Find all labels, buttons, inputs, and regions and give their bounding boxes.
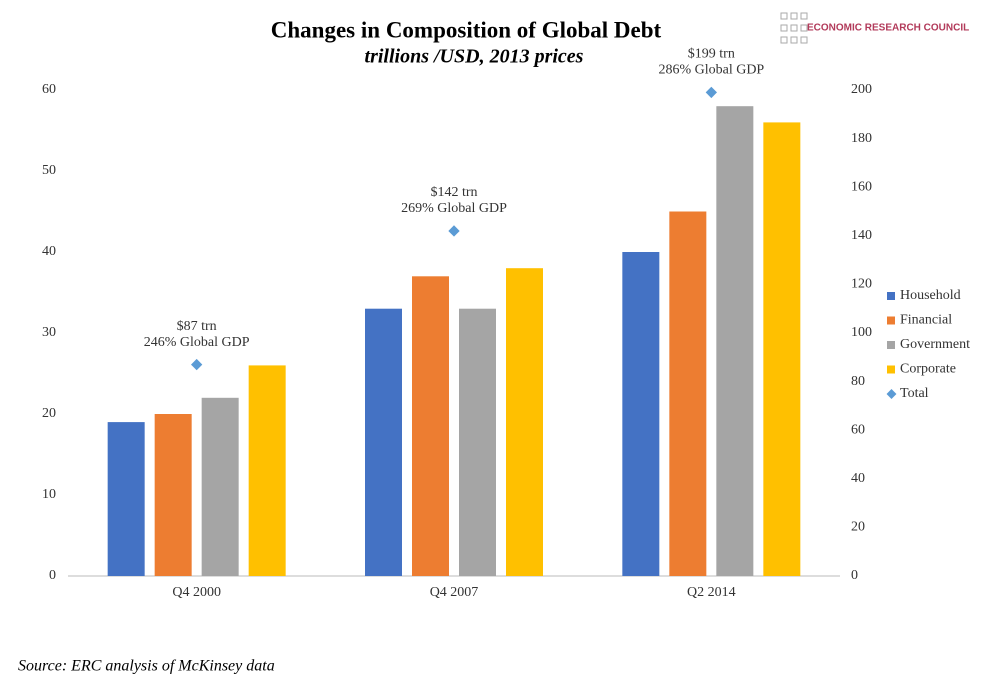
y2-tick-label: 80: [851, 374, 865, 389]
data-label: $142 trn: [430, 185, 477, 200]
bar: [669, 211, 707, 576]
y2-tick-label: 140: [851, 228, 872, 243]
logo-text: ECONOMIC RESEARCH COUNCIL: [807, 23, 969, 34]
y-tick-label: 50: [42, 163, 56, 178]
y2-tick-label: 60: [851, 422, 865, 437]
y2-tick-label: 40: [851, 471, 865, 486]
diamond-marker: [191, 358, 203, 371]
bar: [365, 308, 402, 576]
bar: [716, 106, 754, 576]
annotation: 246% Global GDP: [144, 335, 250, 350]
y-tick-label: 20: [42, 406, 56, 421]
y2-tick-label: 0: [851, 568, 858, 583]
y2-tick-label: 180: [851, 131, 872, 146]
diamond-marker: [448, 225, 460, 237]
legend-label: Corporate: [900, 362, 956, 377]
legend-label: Financial: [900, 313, 952, 328]
annotation: 269% Global GDP: [401, 201, 507, 216]
bar: [201, 397, 239, 576]
legend-marker: [886, 389, 897, 399]
data-label: $199 trn: [688, 47, 735, 62]
chart-subtitle: trillions /USD, 2013 prices: [365, 46, 584, 68]
legend-label: Government: [900, 337, 970, 352]
y-tick-label: 0: [49, 568, 56, 583]
y-tick-label: 60: [42, 82, 56, 97]
y2-tick-label: 20: [851, 520, 865, 535]
y-tick-label: 30: [42, 325, 56, 340]
legend-swatch: [887, 316, 895, 325]
annotation: 286% Global GDP: [658, 63, 764, 78]
diamond-marker: [705, 86, 717, 99]
x-tick-label: Q2 2014: [687, 585, 736, 600]
bar: [622, 252, 660, 576]
y2-tick-label: 120: [851, 277, 872, 292]
y2-tick-label: 100: [851, 325, 872, 340]
bar: [107, 422, 145, 576]
bar: [154, 414, 192, 576]
bar: [506, 268, 543, 576]
chart-title: Changes in Composition of Global Debt: [271, 17, 662, 42]
legend-label: Total: [900, 386, 929, 401]
data-label: $87 trn: [177, 319, 217, 334]
bar: [412, 276, 449, 576]
bar: [248, 365, 286, 576]
y-tick-label: 10: [42, 487, 56, 502]
y2-tick-label: 160: [851, 179, 872, 194]
bar: [763, 122, 801, 577]
y-tick-label: 40: [42, 244, 56, 259]
y2-tick-label: 200: [851, 82, 872, 97]
x-tick-label: Q4 2007: [430, 585, 479, 600]
logo-icon: [780, 12, 808, 44]
x-tick-label: Q4 2000: [172, 585, 221, 600]
legend-swatch: [887, 341, 895, 349]
legend-swatch: [887, 292, 895, 300]
source: Source: ERC analysis of McKinsey data: [18, 658, 275, 675]
legend-swatch: [887, 365, 895, 374]
bar: [459, 308, 496, 576]
legend-label: Household: [900, 288, 961, 303]
